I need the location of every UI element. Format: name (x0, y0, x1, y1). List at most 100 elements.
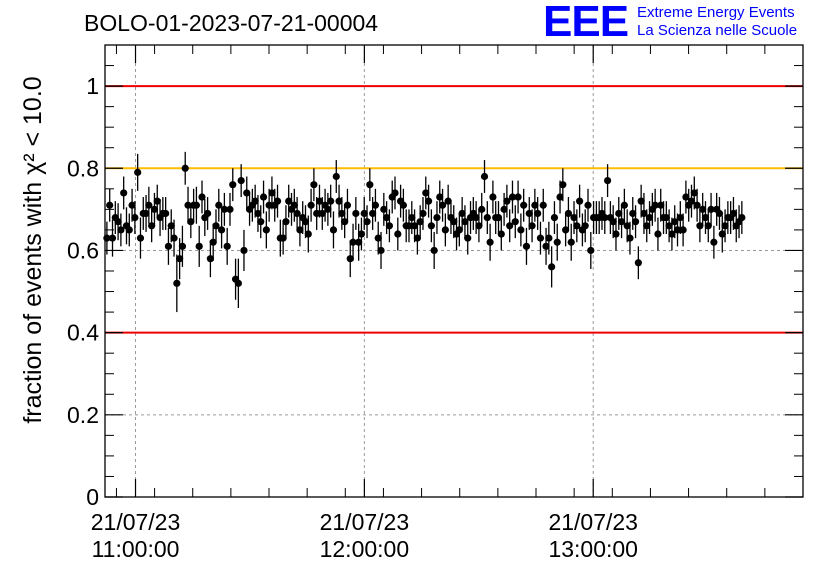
data-point (536, 234, 545, 242)
data-point (385, 222, 394, 230)
data-point (576, 197, 584, 205)
data-point (550, 213, 559, 222)
data-point (534, 209, 542, 218)
data-point (268, 189, 276, 197)
data-point (204, 209, 212, 218)
data-point (542, 242, 550, 250)
eee-logo-caption: Extreme Energy Events La Scienza nelle S… (637, 4, 797, 40)
data-point (497, 230, 505, 238)
data-point (503, 197, 511, 205)
data-point (422, 189, 430, 197)
data-point (215, 201, 223, 209)
data-point (693, 201, 701, 209)
data-point (164, 242, 173, 250)
data-point (363, 218, 371, 226)
data-point (500, 205, 508, 213)
data-point (506, 222, 514, 230)
data-point (472, 213, 480, 222)
data-point (209, 238, 217, 246)
data-point (427, 222, 435, 230)
data-point (657, 201, 665, 209)
data-point (645, 213, 654, 222)
y-tick-label: 1 (86, 73, 99, 99)
data-point (176, 255, 184, 263)
data-point (181, 164, 189, 172)
data-point (304, 230, 312, 238)
data-point (290, 201, 298, 209)
x-tick-label-date: 21/07/23 (548, 509, 638, 535)
data-point (413, 234, 421, 242)
data-point (603, 177, 612, 185)
data-point (478, 205, 486, 213)
data-point (623, 222, 631, 230)
data-point (206, 255, 214, 263)
data-point (369, 209, 377, 218)
data-point (259, 193, 268, 201)
plot-frame (104, 44, 804, 498)
data-point (220, 205, 228, 213)
data-point (335, 197, 343, 205)
data-point (718, 230, 726, 238)
data-point (120, 189, 128, 197)
data-point (229, 181, 237, 189)
data-point (313, 209, 321, 218)
data-point (380, 205, 388, 213)
data-point (162, 209, 170, 218)
data-point (704, 222, 712, 230)
data-point (637, 197, 645, 205)
data-point (458, 209, 466, 218)
data-point (436, 193, 444, 201)
x-tick-label-time: 12:00:00 (320, 536, 410, 562)
data-point (301, 218, 310, 226)
data-point (520, 201, 528, 209)
data-point (729, 209, 738, 218)
data-series (103, 151, 746, 313)
data-point (279, 234, 287, 242)
data-point (410, 222, 419, 230)
eee-logo-line1: Extreme Energy Events (637, 4, 795, 21)
data-point (240, 246, 248, 255)
data-point (234, 279, 242, 287)
data-point (489, 193, 497, 201)
data-point (548, 263, 556, 271)
data-point (346, 255, 354, 263)
data-point (671, 218, 679, 226)
data-point (701, 213, 710, 222)
data-point (178, 242, 187, 250)
data-point (433, 213, 441, 222)
data-point (573, 222, 581, 230)
data-point (486, 238, 494, 246)
x-tick-label-date: 21/07/23 (320, 509, 410, 535)
data-point (450, 218, 458, 226)
data-point (134, 168, 142, 176)
data-point (715, 209, 724, 218)
data-point (651, 201, 659, 209)
data-point (455, 226, 463, 234)
data-point (570, 213, 578, 222)
reference-lines (105, 85, 803, 334)
data-point (612, 230, 620, 238)
data-point (615, 209, 623, 218)
data-point (377, 246, 385, 255)
data-point (338, 209, 346, 218)
y-tick-label: 0.8 (67, 155, 99, 181)
data-point (617, 218, 626, 226)
data-point (212, 222, 220, 230)
data-point (564, 209, 573, 218)
data-point (525, 209, 533, 218)
y-axis-label: fraction of events with χ² < 10.0 (19, 76, 47, 423)
data-point (257, 218, 265, 226)
data-point (195, 242, 203, 250)
data-point (710, 238, 718, 246)
axis-ticks: 00.20.40.60.8121/07/2311:00:0021/07/2312… (67, 44, 804, 562)
data-point (416, 218, 424, 226)
data-point (673, 226, 682, 234)
data-point (125, 226, 133, 234)
data-point (631, 218, 640, 226)
data-point (721, 222, 729, 230)
data-point (584, 201, 592, 209)
data-point (360, 209, 368, 218)
data-point (567, 238, 575, 246)
data-point (366, 181, 374, 189)
